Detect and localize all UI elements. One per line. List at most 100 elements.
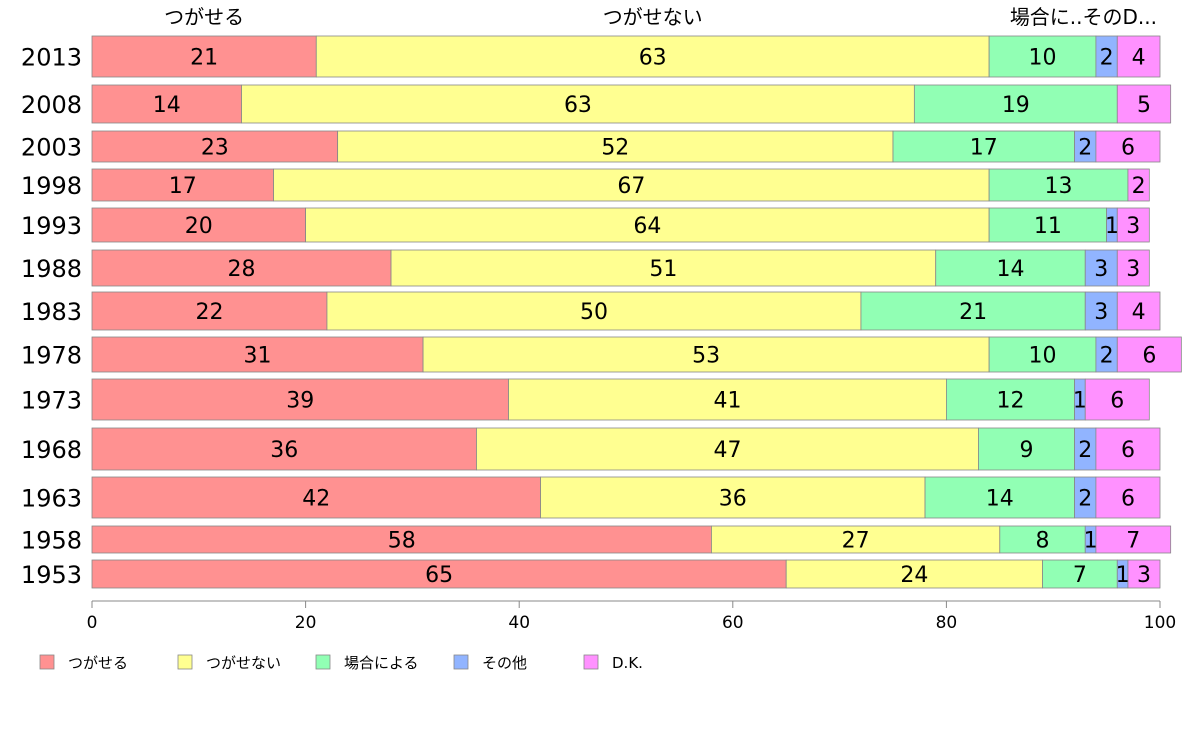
bar-segment <box>711 525 1001 554</box>
data-label: 50 <box>580 300 608 325</box>
data-label: 19 <box>1002 93 1030 118</box>
bar-segment <box>1095 130 1161 163</box>
data-label: 51 <box>649 257 677 282</box>
bar-row-1973: 39 41 12 1 6 <box>91 378 1150 421</box>
bar-row-1988: 28 51 14 3 3 <box>91 249 1150 287</box>
bar-row-2013: 21 63 10 2 4 <box>91 35 1161 78</box>
data-label: 3 <box>1094 257 1108 282</box>
top-label: 場合に..そのD... <box>1010 5 1157 29</box>
data-label: 1 <box>1084 529 1098 554</box>
data-label: 6 <box>1121 438 1135 463</box>
bar-segment <box>91 336 424 373</box>
bar-row-1983: 22 50 21 3 4 <box>91 291 1161 331</box>
bar-segment <box>946 378 1075 421</box>
data-label: 64 <box>633 214 661 239</box>
data-label: 2 <box>1078 136 1092 161</box>
bar-row-1968: 36 47 9 2 6 <box>91 427 1161 471</box>
bar-segment <box>91 130 339 163</box>
x-tick-label: 20 <box>295 613 317 633</box>
bar-row-2008: 14 63 19 5 <box>91 84 1172 124</box>
bar-segment <box>91 427 477 471</box>
data-label: 3 <box>1094 300 1108 325</box>
bar-segment <box>305 207 990 243</box>
data-label: 58 <box>388 529 416 554</box>
data-label: 24 <box>900 563 928 588</box>
bar-segment <box>988 207 1107 243</box>
bar-segment <box>924 476 1075 519</box>
data-label: 1 <box>1073 389 1087 414</box>
x-tick-label: 80 <box>936 613 958 633</box>
data-label: 21 <box>959 300 987 325</box>
bar-segment <box>978 427 1075 471</box>
bar-segment <box>1127 559 1161 589</box>
legend-label: つがせない <box>206 654 281 672</box>
bar-row-1963: 42 36 14 2 6 <box>91 476 1161 519</box>
y-axis-labels: 2013 2008 2003 1998 1993 1988 1983 1978 1973 1968… <box>21 44 82 590</box>
data-label: 31 <box>244 344 272 369</box>
bar-segment <box>540 476 926 519</box>
bar-segment <box>390 249 937 287</box>
bar-row-1998: 17 67 13 2 <box>91 168 1150 202</box>
bar-segment <box>337 130 894 163</box>
bar-segment <box>91 35 317 78</box>
bar-segment <box>1116 35 1161 78</box>
bar-segment <box>241 84 915 124</box>
data-label: 10 <box>1029 46 1057 71</box>
bar-segment <box>892 130 1075 163</box>
y-tick-label: 1988 <box>21 255 82 283</box>
data-label: 6 <box>1110 389 1124 414</box>
data-label: 9 <box>1020 438 1034 463</box>
bar-segment <box>1042 559 1118 589</box>
legend-item: その他 <box>453 654 527 672</box>
bar-row-1958: 58 27 8 1 7 <box>91 525 1172 554</box>
data-label: 6 <box>1142 344 1156 369</box>
data-label: 53 <box>692 344 720 369</box>
data-label: 14 <box>996 257 1024 282</box>
data-label: 3 <box>1126 214 1140 239</box>
data-label: 2 <box>1100 46 1114 71</box>
legend-label: 場合による <box>344 654 419 672</box>
data-label: 47 <box>713 438 741 463</box>
y-tick-label: 1968 <box>21 436 82 464</box>
bar-segment <box>91 207 307 243</box>
bar-segment <box>1084 378 1150 421</box>
bar-row-1953: 65 24 7 1 3 <box>91 559 1161 589</box>
data-label: 1 <box>1116 563 1130 588</box>
data-label: 7 <box>1073 563 1087 588</box>
y-tick-label: 1963 <box>21 485 82 513</box>
data-label: 28 <box>228 257 256 282</box>
data-label: 23 <box>201 136 229 161</box>
bar-segment <box>1095 525 1172 554</box>
bar-segment <box>91 559 787 589</box>
data-label: 3 <box>1137 563 1151 588</box>
top-label: つがせない <box>603 5 703 29</box>
bar-segment <box>326 291 862 331</box>
bar-segment <box>1116 336 1182 373</box>
bar-segment <box>988 35 1097 78</box>
data-label: 10 <box>1029 344 1057 369</box>
legend-item: つがせる <box>39 654 128 672</box>
legend-label: つがせる <box>68 654 128 672</box>
data-label: 52 <box>601 136 629 161</box>
bar-segment <box>91 378 509 421</box>
y-tick-label: 1993 <box>21 212 82 240</box>
bar-segment <box>1127 168 1150 202</box>
data-label: 36 <box>270 438 298 463</box>
legend-item: D.K. <box>583 654 643 672</box>
data-label: 1 <box>1105 214 1119 239</box>
bar-segment <box>1095 427 1161 471</box>
data-label: 4 <box>1132 46 1146 71</box>
data-label: 17 <box>970 136 998 161</box>
x-tick-label: 60 <box>722 613 744 633</box>
bar-segment <box>1116 249 1150 287</box>
y-tick-label: 1998 <box>21 172 82 200</box>
data-label: 17 <box>169 174 197 199</box>
legend-label: D.K. <box>612 654 643 672</box>
data-label: 39 <box>286 389 314 414</box>
data-label: 27 <box>842 529 870 554</box>
data-label: 67 <box>617 174 645 199</box>
data-label: 41 <box>713 389 741 414</box>
bar-segment <box>91 525 712 554</box>
bar-segment <box>1116 291 1161 331</box>
bar-segment <box>1095 476 1161 519</box>
